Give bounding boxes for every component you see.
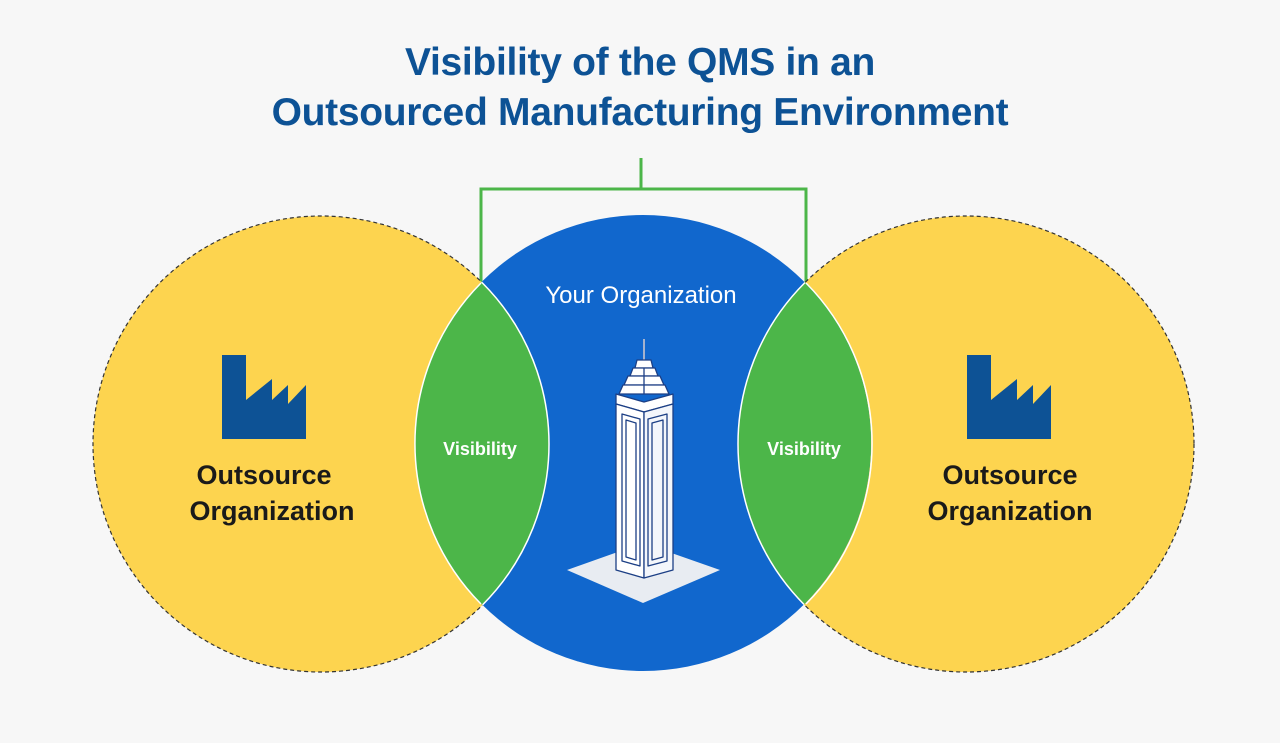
center-organization-label: Your Organization xyxy=(545,282,736,309)
skyscraper-icon xyxy=(567,339,720,603)
page-title: Visibility of the QMS in an Outsourced M… xyxy=(0,38,1280,138)
left-outsource-label-line1: Outsource xyxy=(196,460,331,490)
right-visibility-label: Visibility xyxy=(767,439,841,459)
factory-icon xyxy=(967,355,1051,439)
left-visibility-label: Visibility xyxy=(443,439,517,459)
title-line-1: Visibility of the QMS in an xyxy=(404,41,876,84)
left-outsource-label-line2: Organization xyxy=(189,496,354,526)
right-outsource-label-line2: Organization xyxy=(927,496,1092,526)
factory-icon xyxy=(222,355,306,439)
title-line-2: Outsourced Manufacturing Environment xyxy=(271,91,1009,134)
bracket-connector xyxy=(479,158,808,283)
right-outsource-label-line1: Outsource xyxy=(942,460,1077,490)
